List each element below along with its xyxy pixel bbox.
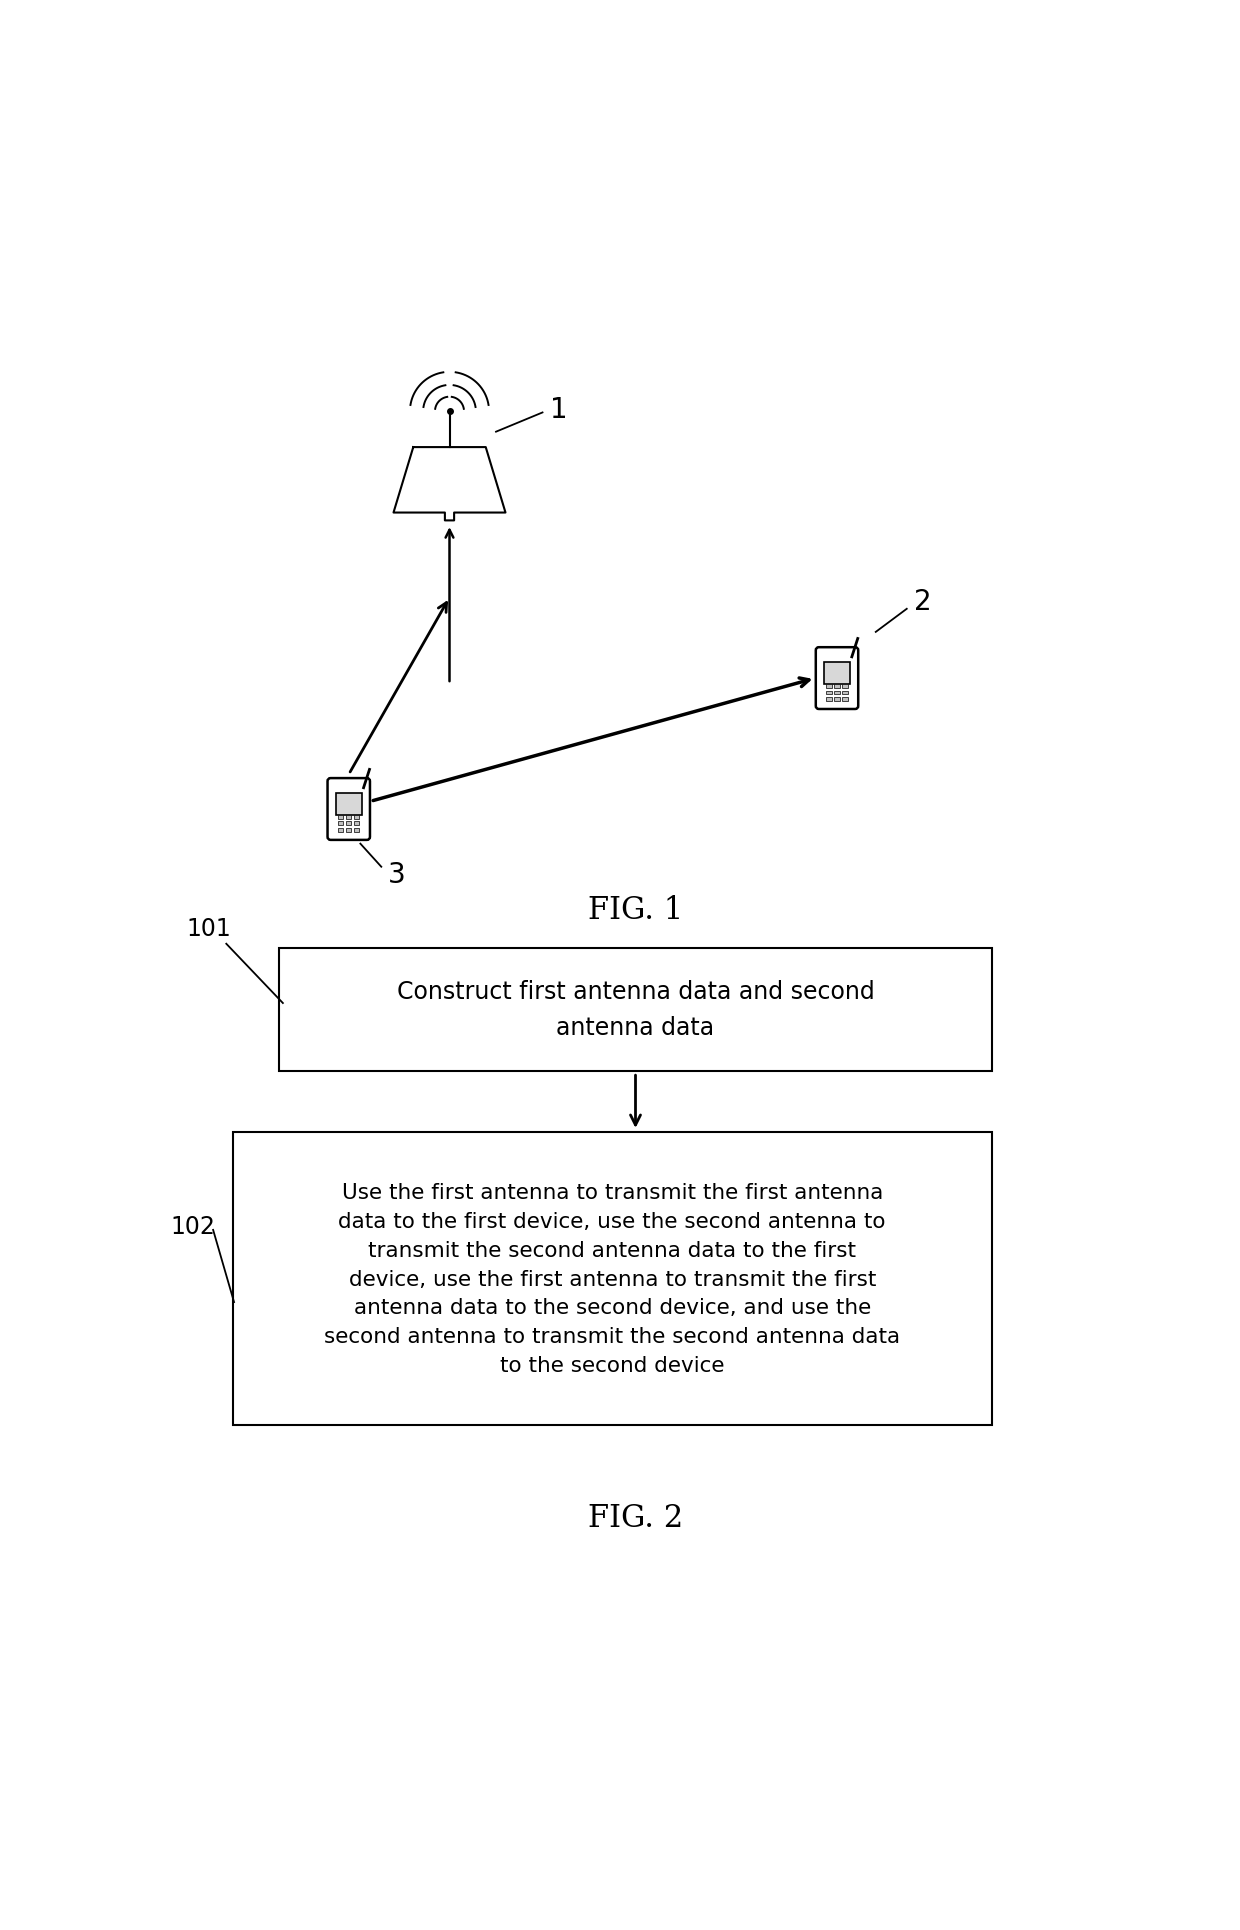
- Bar: [355, 828, 360, 832]
- Bar: [835, 691, 839, 695]
- Bar: [835, 685, 839, 689]
- Bar: [842, 697, 848, 701]
- Bar: [346, 816, 351, 820]
- Bar: [339, 816, 343, 820]
- Text: 3: 3: [387, 861, 405, 890]
- Bar: [233, 1133, 992, 1424]
- Bar: [339, 828, 343, 832]
- Text: 102: 102: [171, 1214, 216, 1239]
- Text: 101: 101: [186, 917, 231, 940]
- Text: Use the first antenna to transmit the first antenna
data to the first device, us: Use the first antenna to transmit the fi…: [324, 1183, 900, 1376]
- FancyBboxPatch shape: [327, 778, 370, 840]
- Text: Construct first antenna data and second
antenna data: Construct first antenna data and second …: [397, 980, 874, 1040]
- Bar: [336, 793, 362, 816]
- Bar: [339, 822, 343, 826]
- Bar: [823, 662, 851, 685]
- Text: FIG. 2: FIG. 2: [588, 1502, 683, 1532]
- Bar: [346, 828, 351, 832]
- Bar: [835, 697, 839, 701]
- Bar: [827, 691, 832, 695]
- Bar: [279, 948, 992, 1071]
- Text: FIG. 1: FIG. 1: [588, 894, 683, 924]
- Polygon shape: [393, 448, 506, 521]
- Bar: [346, 822, 351, 826]
- Text: 2: 2: [915, 589, 932, 616]
- Bar: [842, 685, 848, 689]
- Bar: [827, 697, 832, 701]
- Bar: [827, 685, 832, 689]
- FancyBboxPatch shape: [816, 648, 858, 710]
- Bar: [355, 816, 360, 820]
- Bar: [842, 691, 848, 695]
- Bar: [355, 822, 360, 826]
- Text: 1: 1: [551, 396, 568, 423]
